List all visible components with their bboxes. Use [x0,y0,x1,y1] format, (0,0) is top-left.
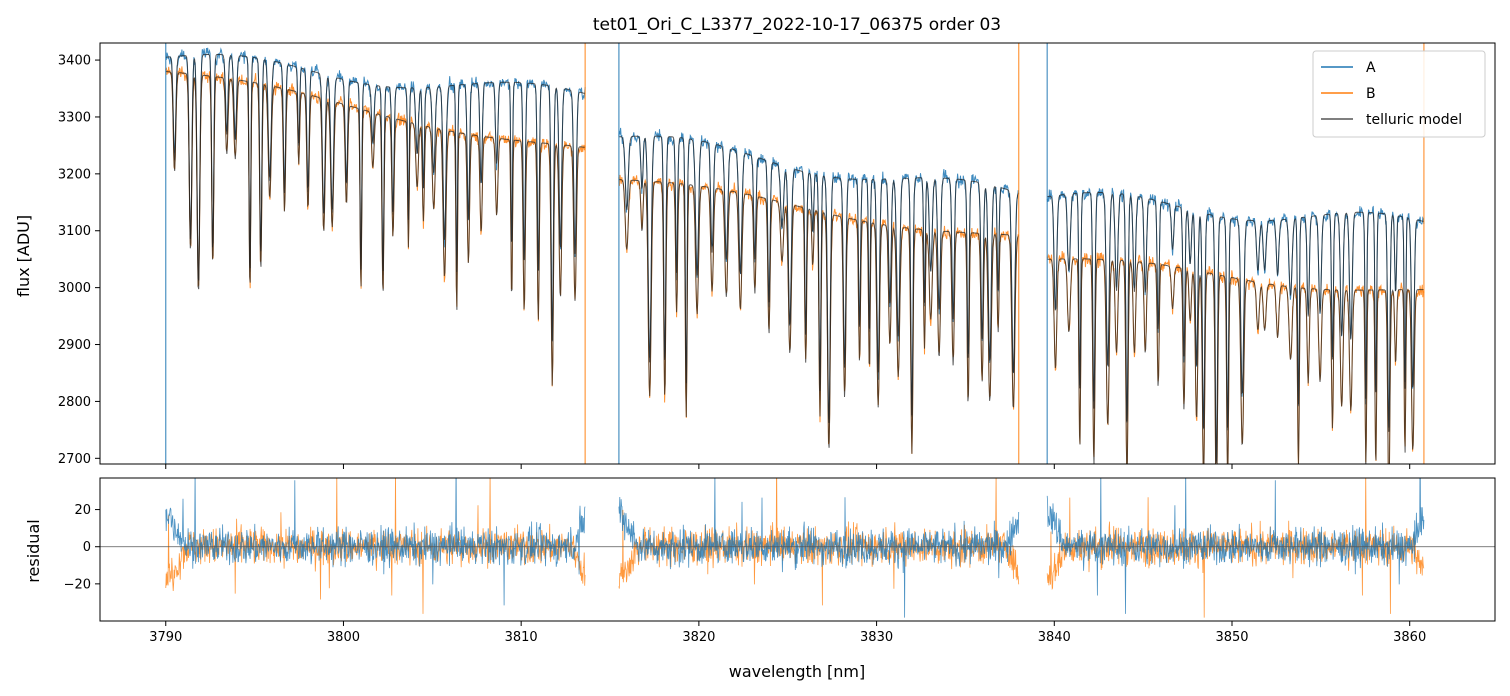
flux-panel-frame [99,42,1496,465]
residual-xtick-label: 3800 [327,630,360,645]
y-axis-label-residual: residual [24,519,43,582]
residual-ytick-label: 20 [74,503,91,518]
legend-label: telluric model [1366,112,1462,128]
legend-label: B [1366,86,1376,102]
flux-ytick-label: 2800 [58,395,91,410]
residual-A-line [165,478,586,606]
flux-panel-background [100,43,1495,464]
y-axis-label-flux: flux [ADU] [14,215,33,297]
flux-panel: 2700 2800 2900 3000 3100 3200 3300 3400 flux [A… [14,42,1496,469]
residual-ytick-label: 0 [83,540,91,555]
residual-xtick-label: 3850 [1215,630,1248,645]
flux-ytick-label: 3000 [58,281,91,296]
flux-ytick-label: 3300 [58,110,91,125]
residual-panel-frame [99,477,1496,622]
telluric-model-line [1047,258,1424,464]
residual-xtick-label: 3790 [149,630,182,645]
residual-A-line [618,478,1020,618]
telluric-model-line [165,54,586,341]
legend-box [1312,50,1486,138]
residual-xtick-label: 3840 [1038,630,1071,645]
residual-xtick-label: 3810 [505,630,538,645]
flux-ytick-label: 2900 [58,338,91,353]
residual-xtick-label: 3830 [860,630,893,645]
telluric-model-line [1047,192,1424,464]
flux-ytick-label: 2700 [58,452,91,467]
legend-label: A [1366,60,1376,76]
residual-A-line [1046,478,1425,614]
telluric-model-line [618,179,1020,454]
residual-xtick-label: 3820 [682,630,715,645]
chart-title: tet01_Ori_C_L3377_2022-10-17_06375 order… [593,15,1001,35]
residual-ytick-label: −20 [64,577,91,592]
residual-xtick-label: 3860 [1393,630,1426,645]
flux-ytick-label: 3400 [58,54,91,69]
x-axis-label: wavelength [nm] [729,662,866,681]
flux-ytick-label: 3200 [58,167,91,182]
telluric-model-line [165,70,586,386]
flux-ytick-label: 3100 [58,224,91,239]
